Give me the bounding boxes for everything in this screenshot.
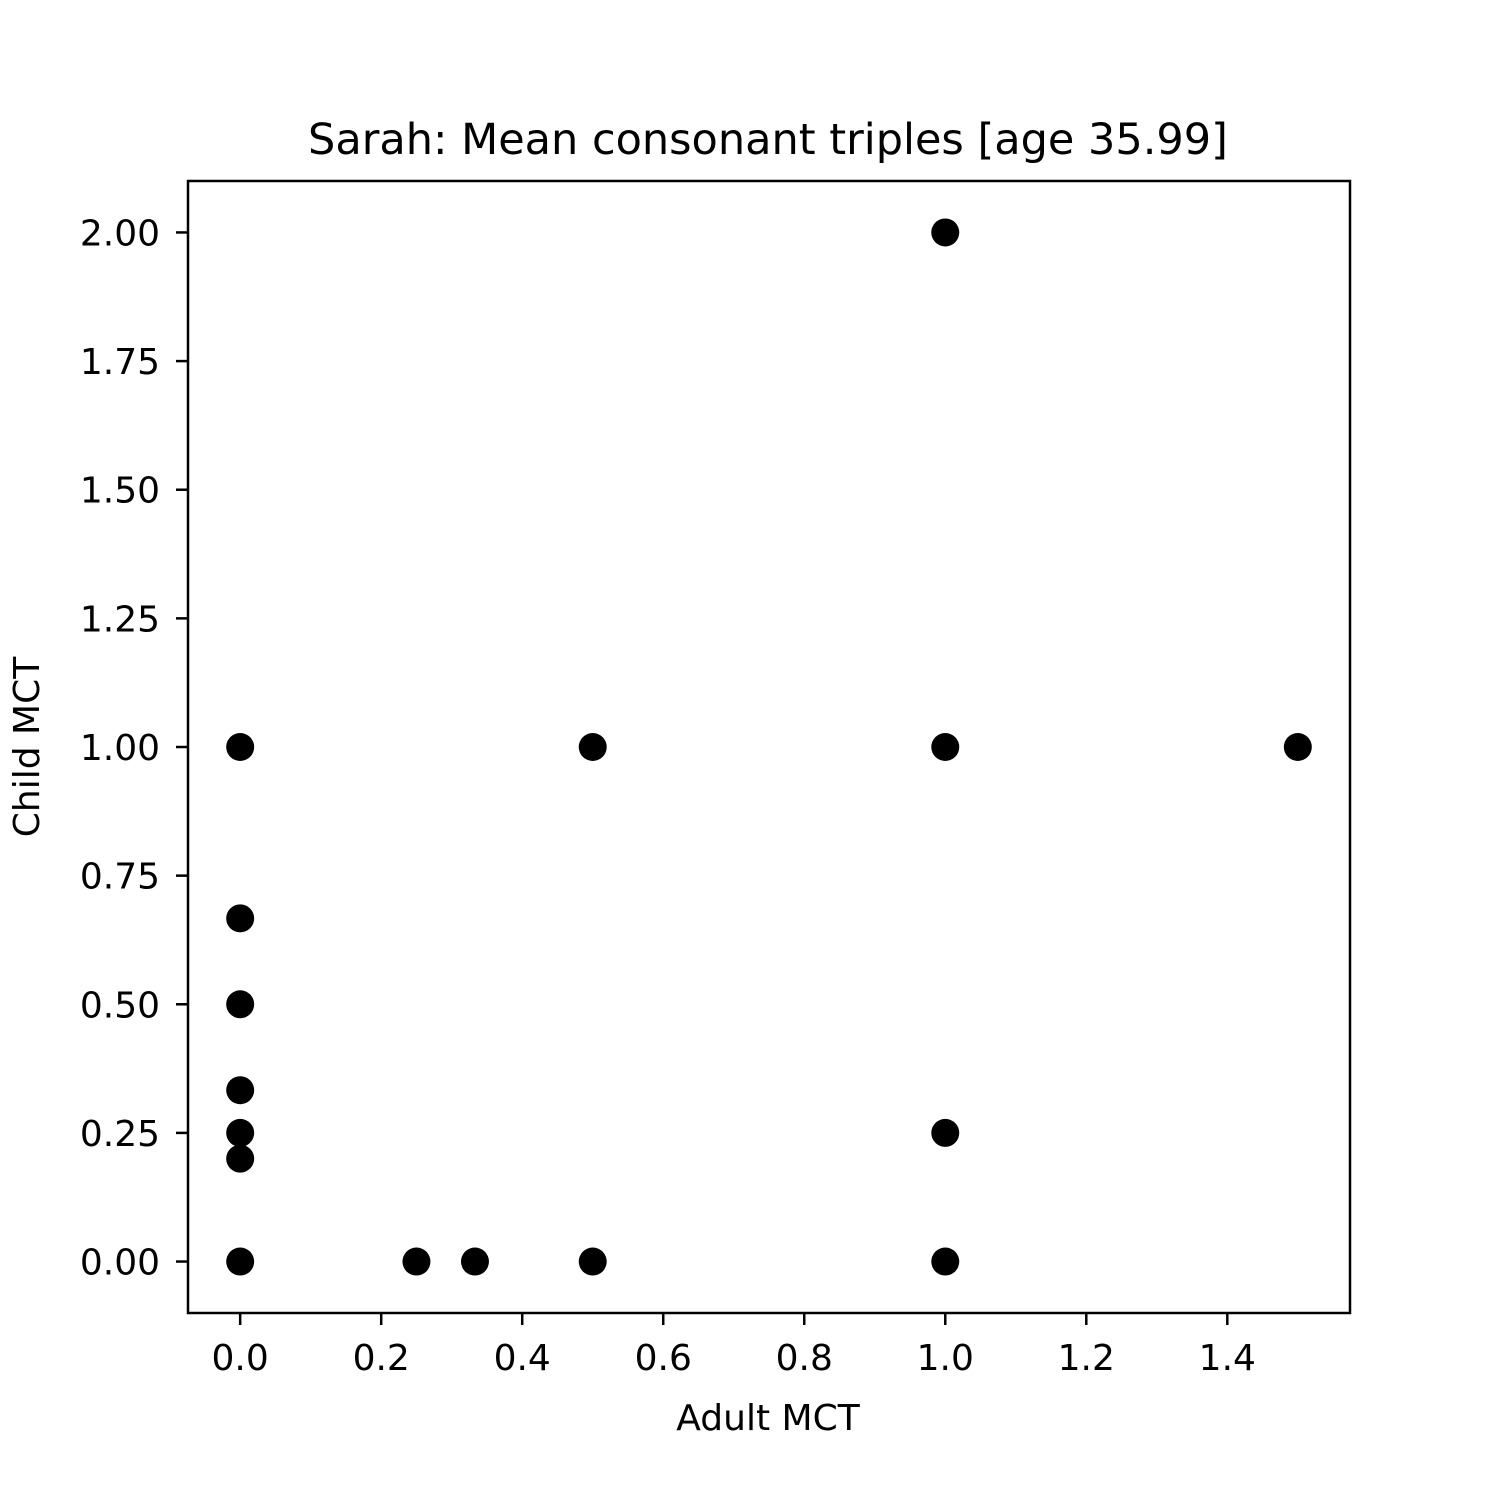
y-tick-label: 0.75	[80, 857, 160, 898]
data-point	[226, 990, 255, 1019]
y-tick-label: 0.50	[80, 985, 160, 1026]
x-tick-label: 0.2	[353, 1338, 410, 1379]
y-tick-label: 0.25	[80, 1114, 160, 1155]
data-point	[402, 1247, 431, 1276]
data-point	[578, 733, 607, 761]
y-axis-title: Child MCT	[7, 656, 48, 837]
data-points	[226, 218, 1312, 1276]
data-point	[1283, 733, 1312, 761]
y-axis: 0.00 0.25 0.50 0.75 1.00 1.25 1.50 1.75 2.00	[80, 213, 188, 1284]
x-axis: 0.0 0.2 0.4 0.6 0.8 1.0 1.2 1.4	[212, 1313, 1256, 1379]
data-point	[931, 1118, 960, 1147]
data-point	[226, 904, 255, 933]
data-point	[226, 1144, 255, 1173]
data-point	[578, 1247, 607, 1276]
x-tick-label: 1.4	[1199, 1338, 1256, 1379]
y-tick-label: 2.00	[80, 213, 160, 254]
x-tick-label: 1.0	[917, 1338, 974, 1379]
x-tick-label: 1.2	[1058, 1338, 1115, 1379]
y-tick-label: 1.00	[80, 728, 160, 769]
data-point	[931, 1247, 960, 1276]
x-tick-label: 0.8	[776, 1338, 833, 1379]
plot-frame	[186, 179, 1352, 1315]
x-tick-label: 0.4	[494, 1338, 551, 1379]
y-tick-label: 1.75	[80, 342, 160, 383]
data-point	[226, 733, 255, 761]
data-point	[226, 1118, 255, 1147]
y-tick-label: 1.25	[80, 599, 160, 640]
data-point	[460, 1247, 489, 1276]
y-tick-label: 0.00	[80, 1243, 160, 1284]
data-point	[226, 1076, 255, 1105]
x-tick-label: 0.0	[212, 1338, 269, 1379]
x-tick-label: 0.6	[635, 1338, 692, 1379]
data-point	[226, 1247, 255, 1276]
data-point	[931, 733, 960, 761]
chart-title: Sarah: Mean consonant triples [age 35.99…	[308, 115, 1228, 165]
data-point	[931, 218, 960, 247]
y-tick-label: 1.50	[80, 471, 160, 512]
x-axis-title: Adult MCT	[676, 1398, 860, 1439]
